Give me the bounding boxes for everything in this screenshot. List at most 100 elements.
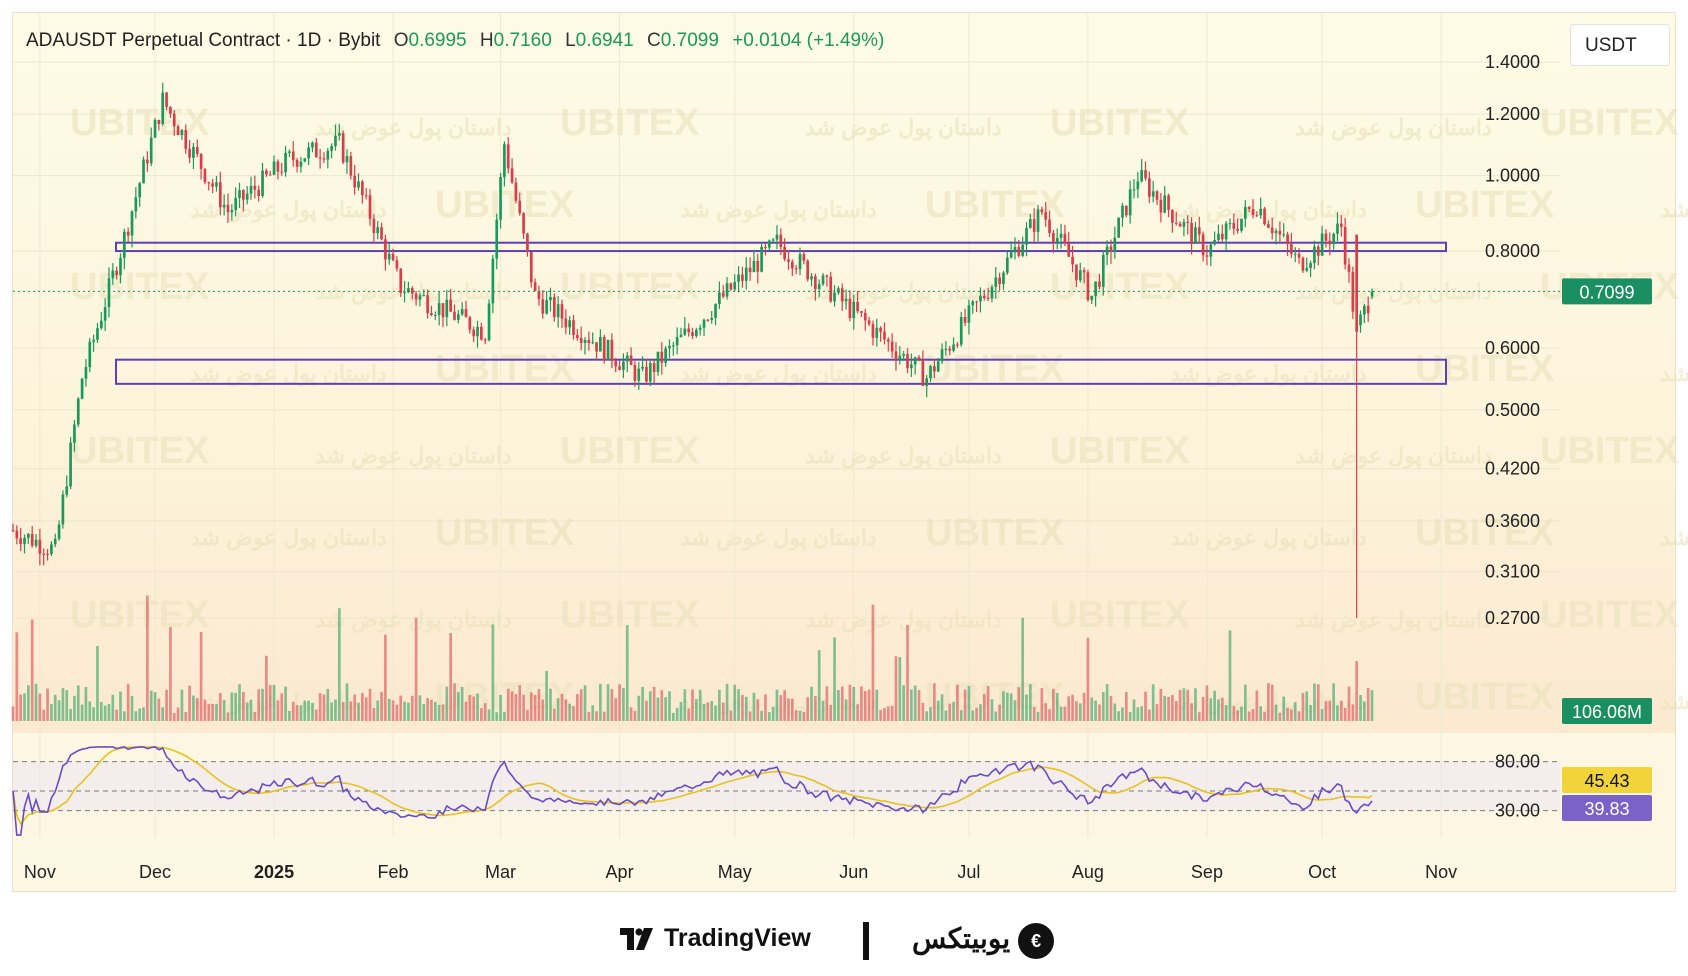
candle-body <box>718 292 721 305</box>
volume-bar <box>284 686 287 721</box>
watermark-text: UBITEX <box>1050 430 1190 472</box>
rsi-tick-label: 80.00 <box>1495 752 1540 772</box>
candle-body <box>395 260 399 269</box>
volume-bar <box>833 637 836 721</box>
volume-bar <box>1186 689 1190 721</box>
candle-body <box>837 288 840 293</box>
candle-body <box>940 349 944 362</box>
x-axis: Nov Dec 2025 Feb Mar Apr May Jun Jul Aug Sep Oct Nov <box>24 862 1457 882</box>
candle-body <box>1163 195 1167 213</box>
candle-body <box>779 234 783 247</box>
candle-body <box>913 357 917 365</box>
candle-body <box>172 113 176 127</box>
candle-body <box>998 277 1001 285</box>
volume-bar <box>633 710 637 721</box>
volume-bar <box>1048 709 1051 721</box>
volume-bar <box>430 699 433 721</box>
volume-bar <box>1094 700 1097 721</box>
candle-body <box>545 300 548 314</box>
candle-body <box>1293 253 1297 255</box>
volume-bar <box>73 695 76 721</box>
candle-body <box>675 337 679 346</box>
volume-bar <box>664 697 667 721</box>
volume-bar <box>1002 691 1005 721</box>
volume-bar <box>929 707 932 721</box>
volume-bar <box>491 624 495 721</box>
watermark-text: UBITEX <box>560 430 700 472</box>
volume-bar <box>775 689 779 721</box>
candle-body <box>1071 256 1074 265</box>
candle-body <box>948 348 952 351</box>
candle-body <box>176 126 180 136</box>
volume-bar <box>387 698 391 721</box>
candle-body <box>1144 170 1147 179</box>
volume-bar <box>238 684 241 721</box>
volume-bar <box>1309 705 1312 721</box>
volume-bar <box>456 692 460 721</box>
volume-bar <box>860 686 863 721</box>
candle-body <box>345 156 349 163</box>
volume-bar <box>460 686 464 721</box>
candle-body <box>96 328 99 340</box>
volume-bar <box>733 684 737 721</box>
candle-body <box>119 257 122 276</box>
volume-bar <box>272 684 276 721</box>
candle-body <box>1017 247 1021 256</box>
candle-body <box>1243 207 1247 219</box>
candle-body <box>1128 189 1132 216</box>
candle-body <box>683 328 687 335</box>
candle-body <box>637 368 641 381</box>
volume-bar <box>660 690 664 721</box>
volume-bar <box>602 711 606 721</box>
candle-body <box>994 277 998 287</box>
candle-body <box>27 533 30 538</box>
volume-bar <box>917 690 921 721</box>
volume-bar <box>426 698 429 721</box>
candle-body <box>361 181 364 196</box>
candle-body <box>307 147 310 159</box>
currency-selector[interactable]: USDT <box>1570 24 1670 66</box>
candle-body <box>322 158 326 160</box>
candle-body <box>564 318 568 328</box>
candle-body <box>480 326 483 340</box>
candle-body <box>1029 219 1032 228</box>
candle-body <box>464 309 468 318</box>
candle-body <box>568 320 572 328</box>
candle-body <box>579 337 583 344</box>
candle-body <box>1186 221 1190 223</box>
candle-body <box>618 366 621 370</box>
x-tick-label: Dec <box>139 862 171 882</box>
volume-bar <box>959 710 963 721</box>
candle-body <box>664 348 667 363</box>
volume-bar <box>675 707 679 721</box>
candle-body <box>364 195 368 197</box>
volume-bar <box>103 705 107 721</box>
candle-body <box>418 295 422 300</box>
candle-body <box>42 553 46 555</box>
candle-body <box>840 288 844 302</box>
volume-bar <box>1224 704 1228 721</box>
volume-bar <box>1117 711 1120 721</box>
candle-body <box>73 424 76 443</box>
candle-body <box>218 182 222 208</box>
volume-bar <box>1336 705 1339 721</box>
volume-bar <box>679 701 683 721</box>
volume-bar <box>802 712 806 721</box>
candle-body <box>268 174 272 176</box>
volume-bar <box>230 692 234 721</box>
volume-bar <box>622 688 625 721</box>
candle-body <box>714 304 717 318</box>
candle-body <box>226 204 230 213</box>
watermark-text: داستان پول عوض شد <box>805 115 1002 142</box>
volume-bar <box>122 711 126 721</box>
candle-body <box>249 185 253 194</box>
volume-bar <box>1328 700 1332 721</box>
volume-bar <box>499 694 502 721</box>
volume-bar <box>130 695 134 721</box>
candle-body <box>1005 257 1009 273</box>
volume-bar <box>192 695 195 721</box>
candle-body <box>844 298 848 302</box>
rsi-ma-badge: 45.43 <box>1584 771 1629 791</box>
volume-bar <box>391 700 395 721</box>
